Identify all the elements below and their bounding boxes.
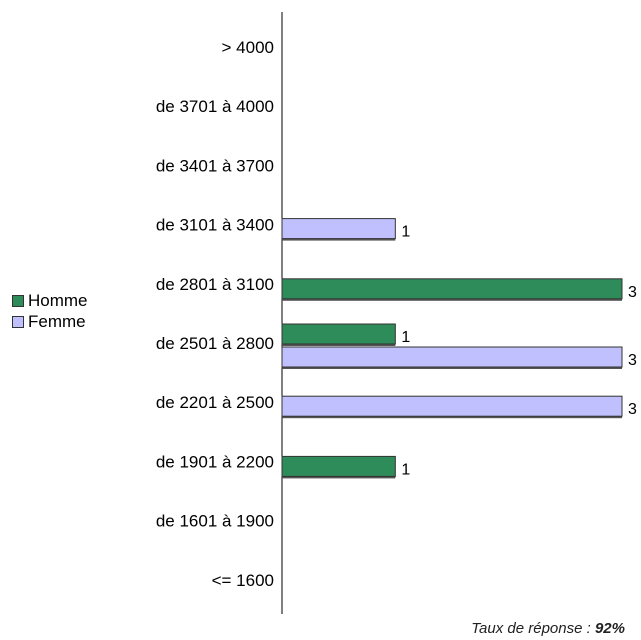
bar-femme bbox=[281, 218, 396, 240]
bar-homme bbox=[281, 278, 623, 300]
legend-swatch-femme bbox=[12, 315, 24, 328]
bar-value-label: 1 bbox=[401, 461, 410, 478]
legend-swatch-homme bbox=[12, 294, 24, 307]
category-label: de 3101 à 3400 bbox=[156, 216, 274, 235]
bar-femme bbox=[281, 346, 623, 368]
bar-femme bbox=[281, 395, 623, 417]
bar-value-label: 3 bbox=[628, 284, 637, 301]
legend-label-femme: Femme bbox=[28, 311, 86, 331]
category-label: <= 1600 bbox=[212, 571, 274, 590]
response-rate-label: Taux de réponse : bbox=[471, 620, 595, 637]
legend: Homme Femme bbox=[12, 290, 88, 332]
category-label: de 3401 à 3700 bbox=[156, 156, 274, 175]
bar-value-label: 1 bbox=[401, 329, 410, 346]
bar-homme bbox=[281, 455, 396, 477]
bar-homme bbox=[281, 323, 396, 345]
response-rate-value: 92% bbox=[594, 620, 625, 637]
legend-label-homme: Homme bbox=[28, 290, 88, 310]
category-label: de 1601 à 1900 bbox=[156, 512, 274, 531]
bar-value-label: 1 bbox=[401, 224, 410, 241]
bar-value-label: 3 bbox=[628, 401, 637, 418]
category-label: de 3701 à 4000 bbox=[156, 97, 274, 116]
response-rate-note: Taux de réponse : 92% bbox=[471, 620, 625, 637]
category-label: de 2501 à 2800 bbox=[156, 334, 274, 353]
category-label: de 1901 à 2200 bbox=[156, 452, 274, 471]
category-label: de 2201 à 2500 bbox=[156, 393, 274, 412]
legend-item-femme: Femme bbox=[12, 311, 88, 332]
legend-item-homme: Homme bbox=[12, 290, 88, 311]
category-label: > 4000 bbox=[222, 38, 274, 57]
category-label: de 2801 à 3100 bbox=[156, 275, 274, 294]
bar-value-label: 3 bbox=[628, 352, 637, 369]
